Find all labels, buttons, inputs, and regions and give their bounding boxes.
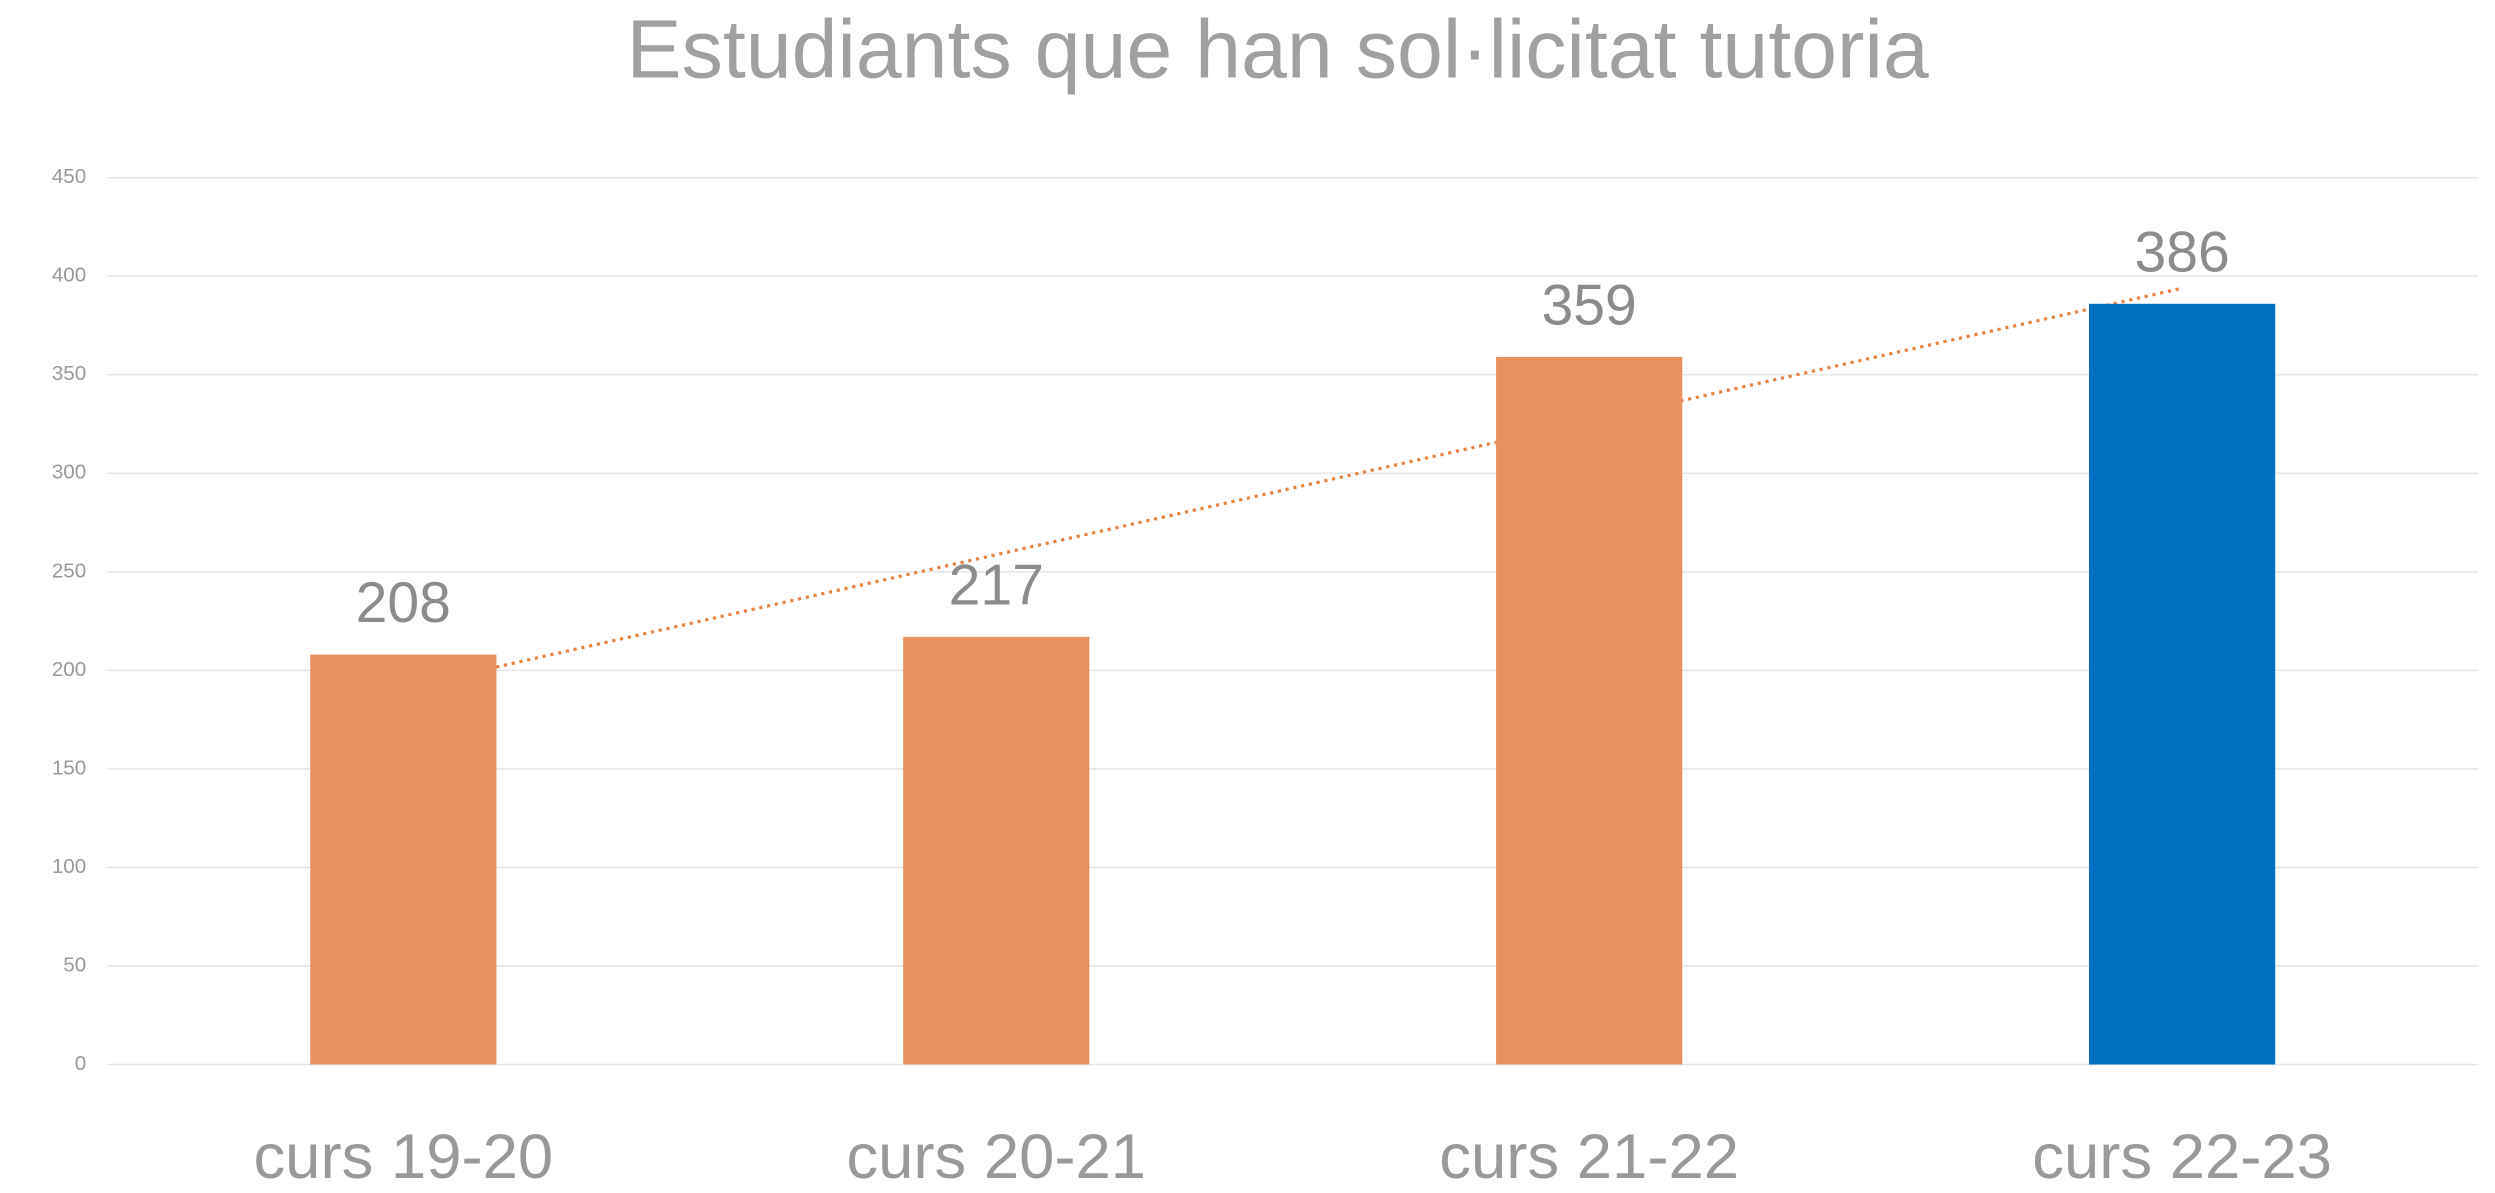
y-tick-label: 150 bbox=[52, 756, 86, 779]
y-tick-label: 300 bbox=[52, 461, 86, 484]
y-tick-label: 400 bbox=[52, 264, 86, 287]
y-tick-label: 450 bbox=[52, 165, 86, 188]
y-tick-label: 100 bbox=[52, 855, 86, 878]
y-tick-label: 200 bbox=[52, 658, 86, 681]
x-tick-label: curs 20-21 bbox=[846, 1122, 1146, 1192]
data-label: 359 bbox=[1542, 274, 1637, 338]
y-tick-label: 50 bbox=[63, 953, 86, 976]
x-tick-label: curs 19-20 bbox=[253, 1122, 553, 1192]
data-label: 386 bbox=[2134, 220, 2229, 284]
data-label: 208 bbox=[356, 571, 451, 635]
y-tick-label: 0 bbox=[75, 1052, 86, 1075]
data-label: 217 bbox=[949, 553, 1044, 617]
x-tick-label: curs 21-22 bbox=[1439, 1122, 1739, 1192]
bar bbox=[310, 654, 497, 1065]
trendline bbox=[402, 286, 2183, 690]
y-tick-label: 350 bbox=[52, 362, 86, 385]
bar bbox=[2089, 303, 2276, 1065]
chart-title: Estudiants que han sol·licitat tutoria bbox=[627, 3, 1929, 95]
x-tick-label: curs 22-23 bbox=[2032, 1122, 2332, 1192]
y-tick-label: 250 bbox=[52, 559, 86, 582]
bar bbox=[1496, 357, 1683, 1065]
bar bbox=[903, 636, 1090, 1065]
